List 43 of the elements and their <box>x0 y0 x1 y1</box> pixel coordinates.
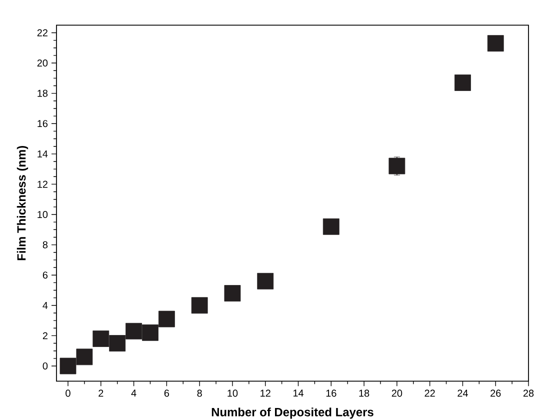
y-tick-label: 0 <box>42 362 48 370</box>
x-axis-title: Number of Deposited Layers <box>212 408 374 419</box>
x-tick-label: 20 <box>392 390 402 397</box>
y-axis-title: Film Thickness (nm) <box>16 146 28 260</box>
y-tick-label: 16 <box>38 120 48 128</box>
y-tick-label: 12 <box>38 180 48 188</box>
point <box>257 272 274 290</box>
x-tick-label: 10 <box>228 390 238 397</box>
y-tick-label: 22 <box>37 29 48 36</box>
x-tick-label: 2 <box>98 390 104 397</box>
x-tick-label: 26 <box>490 390 501 397</box>
x-tick-label: 6 <box>164 390 170 397</box>
point <box>322 218 340 235</box>
point <box>76 348 93 366</box>
y-tick-label: 10 <box>38 210 48 218</box>
point <box>487 35 504 52</box>
x-tick-label: 8 <box>197 390 202 397</box>
x-tick-label: 18 <box>359 390 370 397</box>
x-tick-label: 28 <box>523 390 534 397</box>
y-tick-label: 14 <box>38 150 48 158</box>
x-tick-label: 24 <box>458 390 468 397</box>
point <box>92 330 110 347</box>
x-tick-label: 0 <box>66 390 70 397</box>
point <box>126 322 142 340</box>
point <box>142 324 158 341</box>
point <box>224 285 241 302</box>
y-tick-label: 18 <box>38 90 48 97</box>
point <box>454 74 471 91</box>
y-tick-label: 8 <box>42 241 48 248</box>
y-tick-label: 2 <box>42 332 48 340</box>
x-tick-label: 16 <box>326 390 336 397</box>
x-tick-label: 12 <box>260 390 270 397</box>
point <box>388 158 406 174</box>
point <box>158 310 175 328</box>
x-tick-label: 22 <box>424 390 435 397</box>
y-tick-label: 6 <box>42 272 48 279</box>
point <box>109 335 126 352</box>
x-tick-label: 4 <box>131 390 136 397</box>
y-tick-label: 20 <box>37 59 48 67</box>
point <box>60 358 76 374</box>
point <box>191 297 208 314</box>
y-tick-label: 4 <box>42 302 48 309</box>
x-tick-label: 14 <box>293 390 304 397</box>
